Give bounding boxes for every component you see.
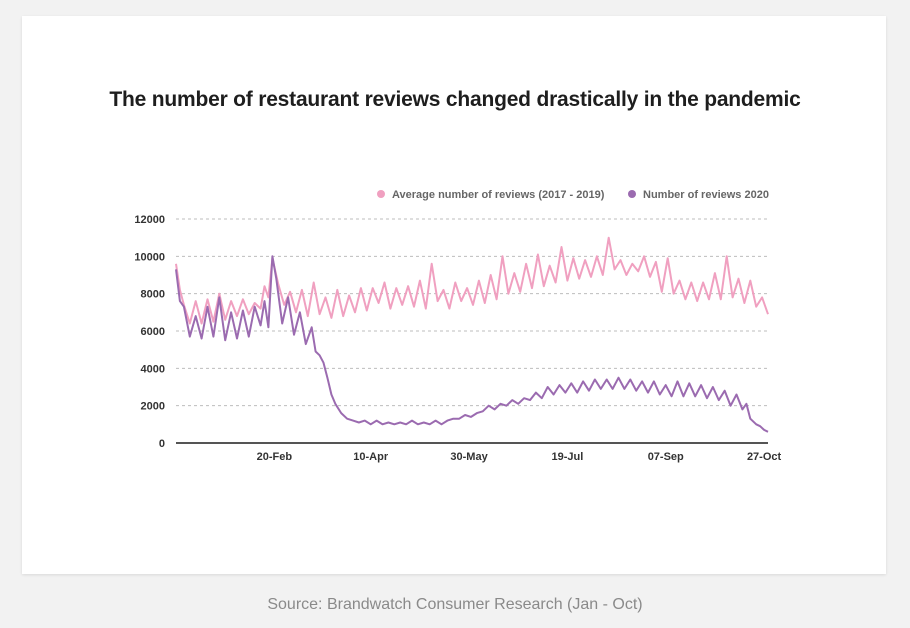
x-tick-label: 20-Feb <box>257 451 293 463</box>
legend-label-2020: Number of reviews 2020 <box>643 189 769 201</box>
x-tick-label: 30-May <box>450 451 488 463</box>
x-axis-ticks: 20-Feb 10-Apr 30-May 19-Jul 07-Sep 27-Oct <box>257 451 782 463</box>
y-tick-label: 6000 <box>141 326 165 338</box>
x-tick-label: 07-Sep <box>648 451 684 463</box>
y-axis-ticks: 0 2000 4000 6000 8000 10000 12000 <box>134 214 165 450</box>
x-tick-label: 27-Oct <box>747 451 782 463</box>
x-tick-label: 10-Apr <box>353 451 389 463</box>
x-tick-label: 19-Jul <box>551 451 583 463</box>
y-tick-label: 0 <box>159 438 165 450</box>
legend: Average number of reviews (2017 - 2019) … <box>377 189 769 201</box>
y-tick-label: 8000 <box>141 289 165 301</box>
series-line-2020 <box>175 255 769 433</box>
series-lines <box>175 236 769 433</box>
y-tick-label: 10000 <box>134 251 165 263</box>
legend-marker-avg <box>377 190 385 198</box>
legend-label-avg: Average number of reviews (2017 - 2019) <box>392 189 605 201</box>
series-line-avg <box>175 236 769 325</box>
chart-title: The number of restaurant reviews changed… <box>109 88 801 111</box>
y-tick-label: 12000 <box>134 214 165 226</box>
y-tick-label: 4000 <box>141 363 165 375</box>
y-tick-label: 2000 <box>141 401 165 413</box>
source-caption: Source: Brandwatch Consumer Research (Ja… <box>267 596 643 613</box>
gridlines <box>176 218 768 407</box>
legend-marker-2020 <box>628 190 636 198</box>
